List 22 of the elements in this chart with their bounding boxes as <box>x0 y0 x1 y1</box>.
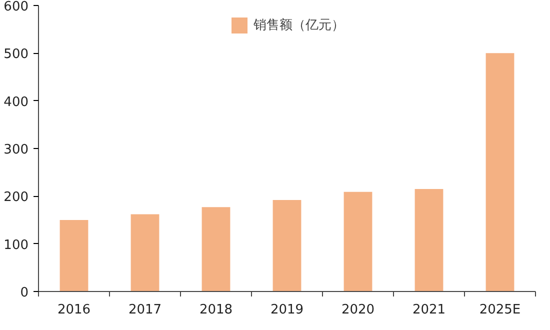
x-tick-label: 2019 <box>270 302 304 318</box>
x-tick-label: 2018 <box>199 302 233 318</box>
x-tick-label: 2016 <box>57 302 91 318</box>
y-tick-label: 600 <box>4 0 29 14</box>
y-tick-label: 0 <box>20 286 29 300</box>
bar <box>414 189 444 292</box>
legend-label: 销售额（亿元） <box>254 17 344 34</box>
bar <box>202 207 230 292</box>
bar <box>272 200 302 292</box>
x-tick-label: 2020 <box>341 302 375 318</box>
x-tick-label: 2021 <box>412 302 446 318</box>
y-tick-label: 400 <box>4 94 29 110</box>
bar <box>60 220 88 292</box>
x-tick-label: 2025E <box>479 302 521 318</box>
y-tick-label: 500 <box>4 47 29 62</box>
bar <box>130 214 160 292</box>
x-tick-label: 2017 <box>128 302 162 318</box>
y-tick-label: 100 <box>4 238 29 253</box>
bar <box>344 192 372 292</box>
bar <box>486 53 514 292</box>
y-tick-label: 200 <box>4 190 29 206</box>
y-tick-label: 300 <box>4 142 29 158</box>
